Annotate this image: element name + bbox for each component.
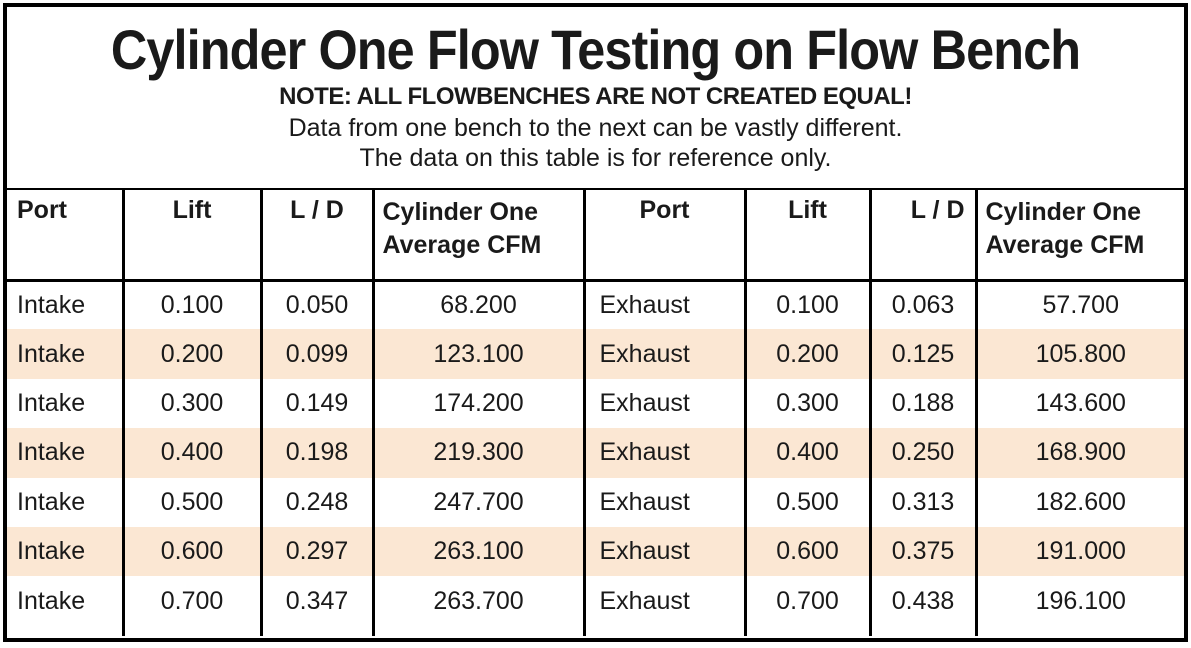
port-cell-exhaust: Exhaust — [582, 378, 745, 429]
page-title: Cylinder One Flow Testing on Flow Bench — [110, 18, 1081, 81]
lift-cell-exhaust: 0.700 — [743, 576, 870, 636]
ld-cell-intake: 0.149 — [259, 378, 373, 429]
header-cfm-exhaust: Cylinder One Average CFM — [974, 190, 1184, 282]
cfm-cell-exhaust: 182.600 — [974, 477, 1184, 528]
flow-bench-table-card: Cylinder One Flow Testing on Flow Bench … — [3, 3, 1188, 642]
header-cfm-intake-line1: Cylinder One — [382, 198, 539, 226]
cfm-cell-exhaust: 57.700 — [974, 280, 1184, 330]
flow-table-header: Port Lift L / D Cylinder One Average CFM… — [7, 190, 1184, 282]
header-lift-exhaust: Lift — [743, 190, 870, 282]
port-cell-exhaust: Exhaust — [582, 576, 745, 636]
header-port-intake: Port — [7, 190, 123, 282]
cfm-cell-exhaust: 191.000 — [974, 527, 1184, 577]
ld-cell-exhaust: 0.188 — [868, 378, 976, 429]
port-cell-intake: Intake — [7, 329, 123, 379]
ld-cell-intake: 0.198 — [259, 428, 373, 478]
table-row: Intake 0.600 0.297 263.100 Exhaust 0.600 0.375… — [7, 527, 1184, 577]
ld-cell-exhaust: 0.375 — [868, 527, 976, 577]
header-cfm-intake-line2: Average CFM — [382, 231, 542, 259]
header-cfm-intake: Cylinder One Average CFM — [371, 190, 584, 282]
cfm-cell-exhaust: 143.600 — [974, 378, 1184, 429]
cfm-cell-intake: 263.100 — [371, 527, 584, 577]
lift-cell-intake: 0.700 — [121, 576, 261, 636]
lift-cell-intake: 0.600 — [121, 527, 261, 577]
cfm-cell-exhaust: 196.100 — [974, 576, 1184, 636]
lift-cell-intake: 0.300 — [121, 378, 261, 429]
cfm-cell-intake: 68.200 — [371, 280, 584, 330]
lift-cell-exhaust: 0.500 — [743, 477, 870, 528]
flow-table: Port Lift L / D Cylinder One Average CFM… — [7, 190, 1184, 636]
ld-cell-intake: 0.248 — [259, 477, 373, 528]
cfm-cell-exhaust: 168.900 — [974, 428, 1184, 478]
lift-cell-intake: 0.100 — [121, 280, 261, 330]
cfm-cell-exhaust: 105.800 — [974, 329, 1184, 379]
lift-cell-exhaust: 0.300 — [743, 378, 870, 429]
header-ld-intake: L / D — [259, 190, 373, 282]
ld-cell-exhaust: 0.063 — [868, 280, 976, 330]
header-port-exhaust: Port — [582, 190, 745, 282]
cfm-cell-intake: 174.200 — [371, 378, 584, 429]
cfm-cell-intake: 247.700 — [371, 477, 584, 528]
ld-cell-intake: 0.347 — [259, 576, 373, 636]
port-cell-intake: Intake — [17, 487, 86, 516]
table-row: Intake 0.300 0.149 174.200 Exhaust 0.300 0.188… — [7, 378, 1184, 429]
cfm-cell-intake: 263.700 — [371, 576, 584, 636]
lift-cell-exhaust: 0.400 — [743, 428, 870, 478]
header-cfm-exhaust-line2: Average CFM — [985, 231, 1145, 259]
title-block: Cylinder One Flow Testing on Flow Bench … — [7, 7, 1184, 190]
lift-cell-intake: 0.400 — [121, 428, 261, 478]
header-ld-exhaust: L / D — [868, 190, 976, 282]
lift-cell-intake: 0.500 — [121, 477, 261, 528]
table-row: Intake 0.400 0.198 219.300 Exhaust 0.400 0.250… — [7, 428, 1184, 478]
port-cell-exhaust: Exhaust — [582, 527, 745, 577]
lift-cell-exhaust: 0.600 — [743, 527, 870, 577]
note-headline: NOTE: ALL FLOWBENCHES ARE NOT CREATED EQ… — [279, 83, 912, 110]
ld-cell-intake: 0.050 — [259, 280, 373, 330]
table-row: Intake 0.200 0.099 123.100 Exhaust 0.200 0.125… — [7, 329, 1184, 379]
flow-table-body: Intake 0.100 0.050 68.200 Exhaust 0.100 0.063 5… — [7, 280, 1184, 636]
ld-cell-exhaust: 0.125 — [868, 329, 976, 379]
port-cell-exhaust: Exhaust — [582, 428, 745, 478]
port-cell-intake: Intake — [17, 290, 86, 319]
lift-cell-exhaust: 0.100 — [743, 280, 870, 330]
port-cell-intake: Intake — [17, 587, 86, 616]
ld-cell-exhaust: 0.250 — [868, 428, 976, 478]
note-line-3: The data on this table is for reference … — [359, 144, 832, 172]
lift-cell-exhaust: 0.200 — [743, 329, 870, 379]
lift-cell-intake: 0.200 — [121, 329, 261, 379]
table-row: Intake 0.500 0.248 247.700 Exhaust 0.500 0.313… — [7, 477, 1184, 528]
ld-cell-exhaust: 0.313 — [868, 477, 976, 528]
note-line-2: Data from one bench to the next can be v… — [288, 114, 903, 142]
table-row: Intake 0.100 0.050 68.200 Exhaust 0.100 0.063 5… — [7, 280, 1184, 330]
ld-cell-exhaust: 0.438 — [868, 576, 976, 636]
port-cell-exhaust: Exhaust — [582, 280, 745, 330]
port-cell-exhaust: Exhaust — [582, 329, 745, 379]
header-lift-intake: Lift — [121, 190, 261, 282]
port-cell-exhaust: Exhaust — [582, 477, 745, 528]
cfm-cell-intake: 219.300 — [371, 428, 584, 478]
header-cfm-exhaust-line1: Cylinder One — [985, 198, 1142, 226]
port-cell-intake: Intake — [7, 428, 123, 478]
port-cell-intake: Intake — [17, 389, 86, 418]
header-row: Port Lift L / D Cylinder One Average CFM… — [7, 190, 1184, 282]
port-cell-intake: Intake — [7, 527, 123, 577]
ld-cell-intake: 0.297 — [259, 527, 373, 577]
table-row: Intake 0.700 0.347 263.700 Exhaust 0.700 0.438… — [7, 576, 1184, 636]
cfm-cell-intake: 123.100 — [371, 329, 584, 379]
ld-cell-intake: 0.099 — [259, 329, 373, 379]
